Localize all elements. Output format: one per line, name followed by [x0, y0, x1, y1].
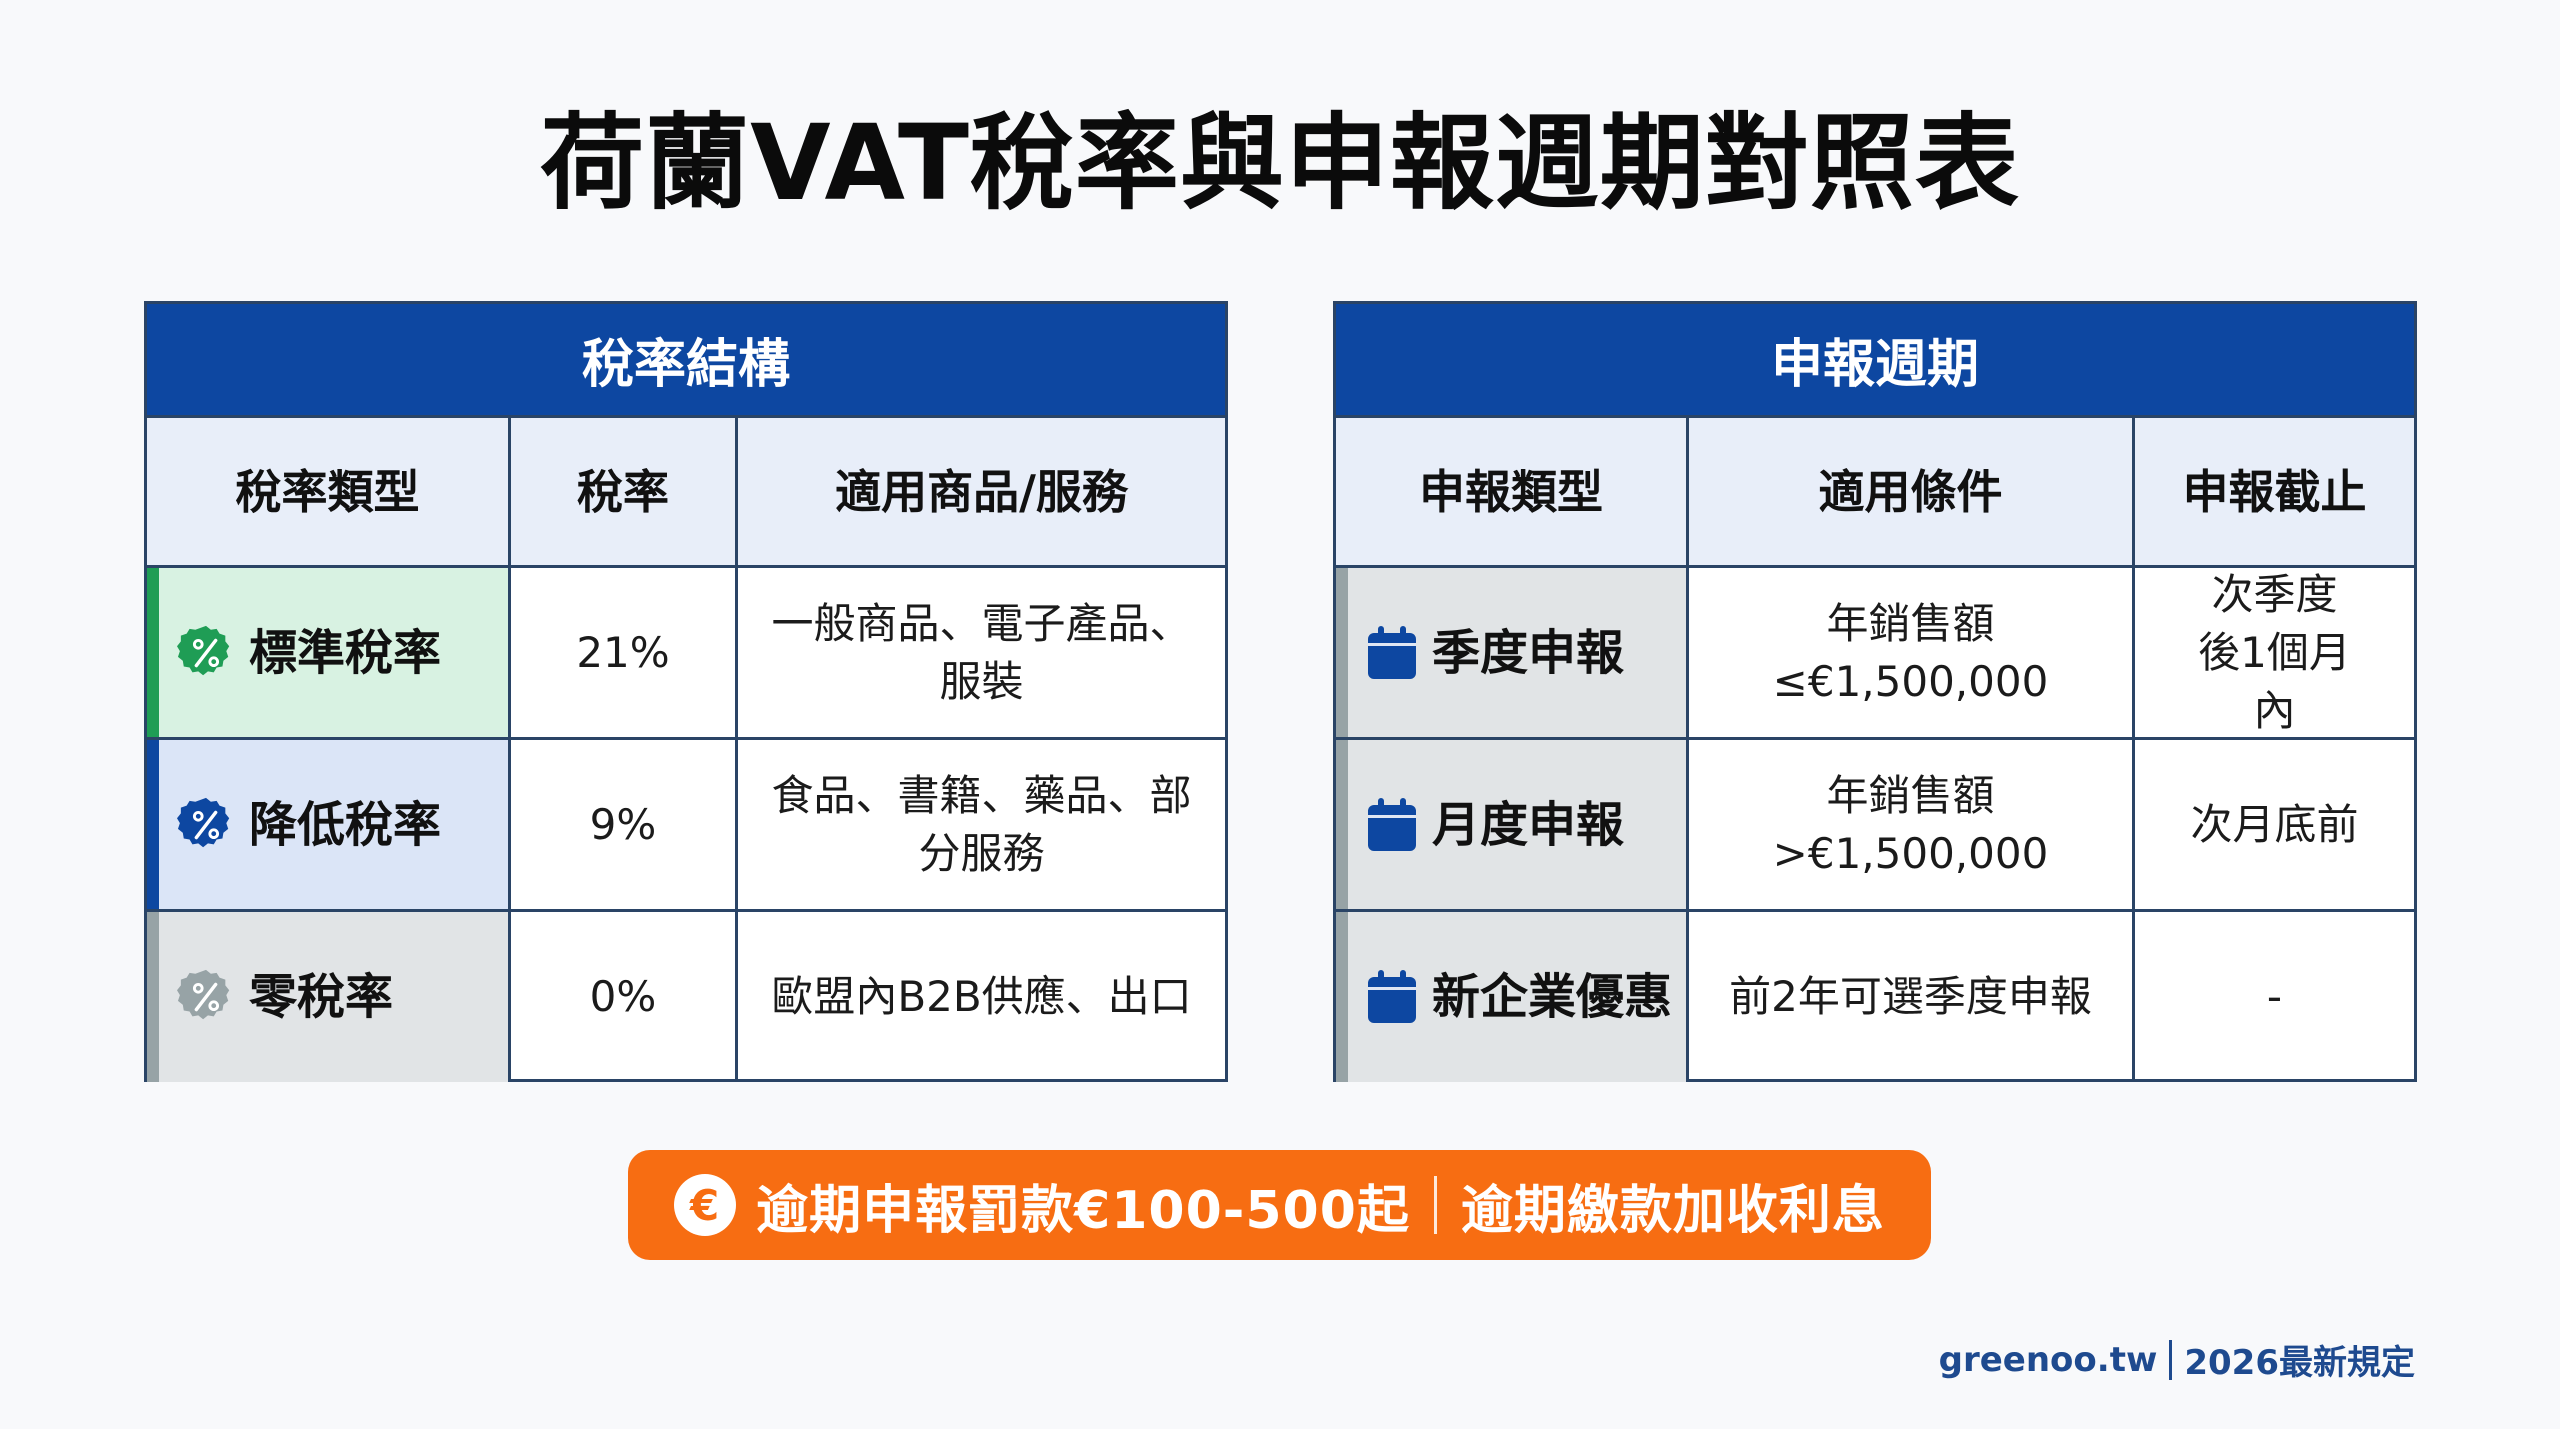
penalty-late-payment-text: 逾期繳款加收利息	[1460, 1180, 1885, 1241]
header-condition: 適用條件	[1689, 418, 2135, 565]
accent-stripe	[1336, 912, 1348, 1082]
rate-value: 0%	[511, 912, 738, 1082]
percent-badge-icon	[177, 625, 230, 675]
rate-value: 9%	[511, 740, 738, 909]
accent-stripe	[147, 568, 159, 737]
calendar-icon	[1368, 970, 1416, 1023]
rate-type-cell: 降低稅率	[147, 740, 511, 909]
table-row: 降低稅率 9% 食品、書籍、藥品、部分服務	[147, 740, 1225, 912]
header-rate-type: 稅率類型	[147, 418, 511, 565]
page-title: 荷蘭VAT稅率與申報週期對照表	[540, 102, 2020, 224]
penalty-banner: € 逾期申報罰款€100-500起 逾期繳款加收利息	[628, 1150, 1931, 1260]
accent-stripe	[147, 740, 159, 909]
filing-table-title: 申報週期	[1336, 304, 2414, 418]
filing-deadline: -	[2266, 972, 2283, 1021]
table-row: 標準稅率 21% 一般商品、電子產品、服裝	[147, 568, 1225, 740]
rate-table-title: 稅率結構	[147, 304, 1225, 418]
rate-table-header-row: 稅率類型 稅率 適用商品/服務	[147, 418, 1225, 568]
filing-type-label: 新企業優惠	[1432, 969, 1673, 1025]
percent-badge-icon	[177, 969, 230, 1020]
filing-condition: 年銷售額≤€1,500,000	[1689, 568, 2135, 737]
filing-type-label: 季度申報	[1432, 624, 1625, 681]
accent-stripe	[147, 912, 159, 1082]
percent-badge-icon	[177, 797, 230, 847]
footer-note: 2026最新規定	[2184, 1343, 2415, 1383]
footer-credit: greenoo.tw 2026最新規定	[1939, 1335, 2415, 1384]
banner-divider	[1433, 1176, 1437, 1234]
filing-deadline: 次月底前	[2190, 799, 2359, 849]
rate-type-label: 零稅率	[249, 969, 394, 1025]
rate-value: 21%	[511, 568, 738, 737]
calendar-icon	[1368, 797, 1416, 851]
footer-divider	[2169, 1339, 2173, 1380]
filing-period-table: 申報週期 申報類型 適用條件 申報截止 季度申報 年銷售額≤€1,500,000…	[1333, 301, 2417, 1082]
filing-type-cell: 季度申報	[1336, 568, 1689, 737]
accent-stripe	[1336, 568, 1348, 737]
euro-icon: €	[674, 1174, 737, 1236]
filing-condition: 前2年可選季度申報	[1689, 912, 2135, 1082]
accent-stripe	[1336, 740, 1348, 909]
table-row: 零稅率 0% 歐盟內B2B供應、出口	[147, 912, 1225, 1082]
header-deadline: 申報截止	[2182, 464, 2367, 519]
filing-type-label: 月度申報	[1432, 796, 1625, 853]
header-applicable-goods: 適用商品/服務	[835, 464, 1128, 519]
calendar-icon	[1368, 625, 1416, 679]
header-filing-type: 申報類型	[1336, 418, 1689, 565]
applicable-goods: 食品、書籍、藥品、部分服務	[771, 770, 1192, 878]
rate-type-cell: 標準稅率	[147, 568, 511, 737]
rate-type-label: 標準稅率	[249, 624, 442, 681]
applicable-goods: 歐盟內B2B供應、出口	[771, 972, 1192, 1021]
table-row: 新企業優惠 前2年可選季度申報 -	[1336, 912, 2414, 1082]
penalty-late-filing-text: 逾期申報罰款€100-500起	[756, 1180, 1410, 1241]
filing-type-cell: 月度申報	[1336, 740, 1689, 909]
rate-type-cell: 零稅率	[147, 912, 511, 1082]
filing-condition: 年銷售額>€1,500,000	[1689, 740, 2135, 909]
table-row: 季度申報 年銷售額≤€1,500,000 次季度後1個月內	[1336, 568, 2414, 740]
footer-site: greenoo.tw	[1938, 1339, 2158, 1380]
table-row: 月度申報 年銷售額>€1,500,000 次月底前	[1336, 740, 2414, 912]
rate-type-label: 降低稅率	[249, 796, 442, 853]
applicable-goods: 一般商品、電子產品、服裝	[771, 598, 1192, 706]
filing-deadline: 次季度後1個月內	[2198, 569, 2351, 735]
filing-table-header-row: 申報類型 適用條件 申報截止	[1336, 418, 2414, 568]
filing-type-cell: 新企業優惠	[1336, 912, 1689, 1082]
rate-structure-table: 稅率結構 稅率類型 稅率 適用商品/服務 標準稅率 21% 一般商品、電子產品、…	[144, 301, 1228, 1082]
header-rate: 稅率	[511, 418, 738, 565]
